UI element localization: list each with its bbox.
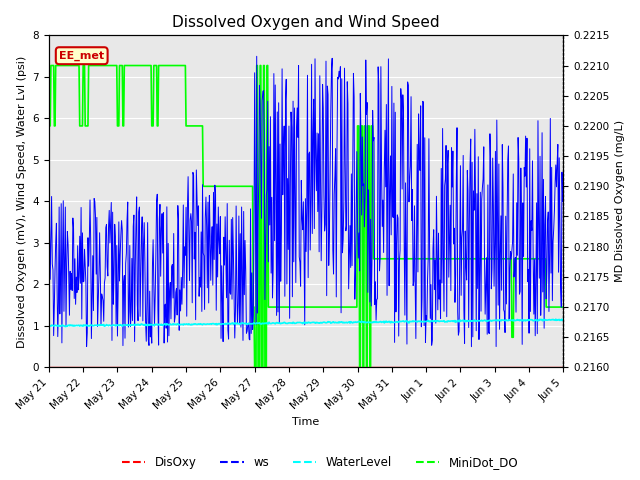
Title: Dissolved Oxygen and Wind Speed: Dissolved Oxygen and Wind Speed [172,15,440,30]
X-axis label: Time: Time [292,417,320,427]
Legend: DisOxy, ws, WaterLevel, MiniDot_DO: DisOxy, ws, WaterLevel, MiniDot_DO [117,452,523,474]
Y-axis label: MD Dissolved Oxygen (mg/L): MD Dissolved Oxygen (mg/L) [615,120,625,282]
Text: EE_met: EE_met [59,50,104,61]
Y-axis label: Dissolved Oxygen (mV), Wind Speed, Water Lvl (psi): Dissolved Oxygen (mV), Wind Speed, Water… [17,55,27,348]
